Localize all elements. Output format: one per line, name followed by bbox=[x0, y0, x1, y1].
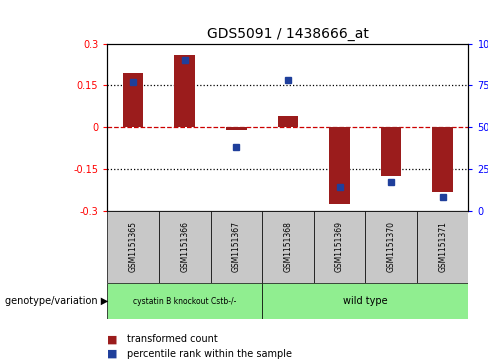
Bar bbox=[366, 211, 417, 283]
Bar bbox=[432, 127, 453, 192]
Bar bbox=[159, 211, 210, 283]
Bar bbox=[262, 283, 468, 319]
Bar bbox=[210, 211, 262, 283]
Bar bbox=[262, 211, 314, 283]
Bar bbox=[381, 127, 402, 176]
Text: genotype/variation ▶: genotype/variation ▶ bbox=[5, 296, 108, 306]
Text: GSM1151370: GSM1151370 bbox=[386, 221, 396, 272]
Bar bbox=[417, 211, 468, 283]
Bar bbox=[226, 127, 246, 130]
Text: GSM1151369: GSM1151369 bbox=[335, 221, 344, 272]
Text: percentile rank within the sample: percentile rank within the sample bbox=[127, 349, 292, 359]
Text: GSM1151371: GSM1151371 bbox=[438, 221, 447, 272]
Text: cystatin B knockout Cstb-/-: cystatin B knockout Cstb-/- bbox=[133, 297, 236, 306]
Bar bbox=[329, 127, 350, 204]
Text: GSM1151366: GSM1151366 bbox=[180, 221, 189, 272]
Text: wild type: wild type bbox=[343, 296, 387, 306]
Text: transformed count: transformed count bbox=[127, 334, 218, 344]
Bar bbox=[123, 73, 143, 127]
Text: ■: ■ bbox=[107, 334, 118, 344]
Text: GSM1151368: GSM1151368 bbox=[284, 221, 292, 272]
Text: GSM1151367: GSM1151367 bbox=[232, 221, 241, 272]
Bar bbox=[107, 283, 262, 319]
Text: ■: ■ bbox=[107, 349, 118, 359]
Title: GDS5091 / 1438666_at: GDS5091 / 1438666_at bbox=[207, 27, 369, 41]
Bar bbox=[278, 116, 298, 127]
Bar bbox=[314, 211, 366, 283]
Bar bbox=[174, 55, 195, 127]
Text: GSM1151365: GSM1151365 bbox=[129, 221, 138, 272]
Bar bbox=[107, 211, 159, 283]
